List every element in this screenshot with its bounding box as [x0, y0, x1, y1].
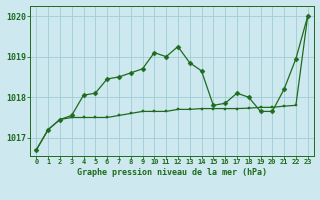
X-axis label: Graphe pression niveau de la mer (hPa): Graphe pression niveau de la mer (hPa) — [77, 168, 267, 177]
